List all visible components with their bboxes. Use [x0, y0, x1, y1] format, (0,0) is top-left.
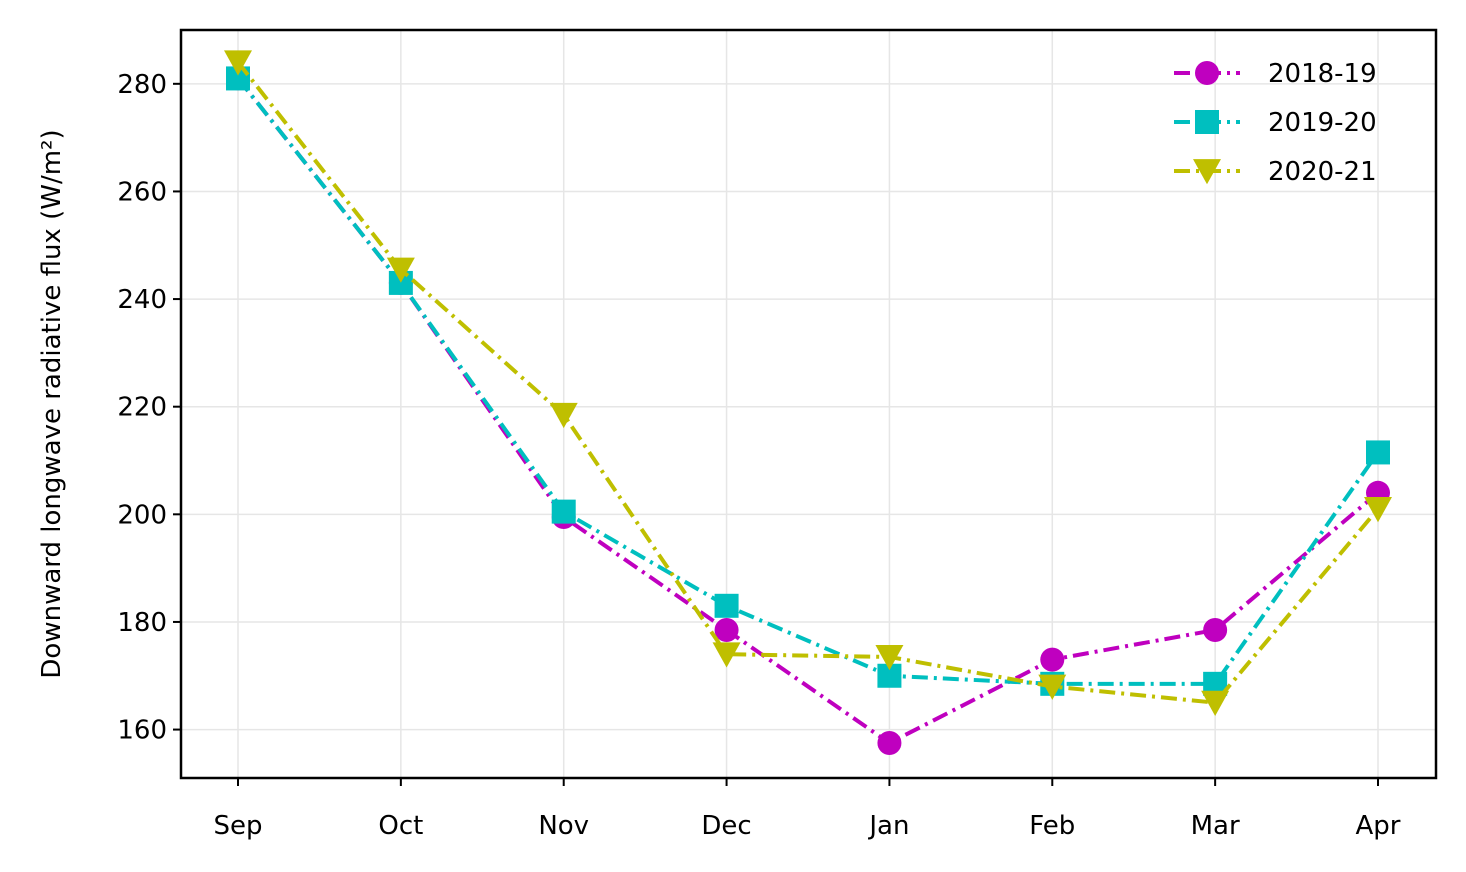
x-tick-label: Feb — [1029, 811, 1075, 841]
legend-marker — [1195, 61, 1219, 85]
series-2020-21 — [224, 50, 1392, 716]
data-point — [1203, 618, 1228, 643]
x-tick-label: Sep — [213, 811, 262, 841]
data-point — [1038, 674, 1067, 700]
legend-marker — [1193, 159, 1221, 185]
legend-label: 2020-21 — [1268, 157, 1377, 187]
x-tick-label: Nov — [538, 811, 589, 841]
legend-label: 2019-20 — [1268, 108, 1377, 138]
y-tick-label: 220 — [117, 393, 167, 423]
x-tick-label: Mar — [1191, 811, 1240, 841]
y-tick-label: 160 — [117, 716, 167, 746]
data-point — [1364, 497, 1392, 523]
data-point — [549, 402, 578, 429]
series-layer — [224, 50, 1392, 756]
data-point — [1040, 647, 1065, 672]
y-tick-label: 200 — [117, 500, 167, 530]
legend-item: 2018-19 — [1174, 59, 1377, 89]
data-point — [877, 731, 902, 756]
ticks-layer: Sep Oct Nov Dec Jan Feb Mar Apr 160 180 200 220 240 2… — [117, 70, 1400, 841]
data-point — [875, 645, 904, 671]
data-point — [714, 618, 739, 643]
data-point — [551, 499, 576, 524]
x-tick-label: Jan — [867, 811, 909, 841]
series-line — [236, 77, 1380, 686]
plot-frame — [179, 28, 1438, 780]
data-point — [714, 593, 739, 618]
data-point — [1366, 440, 1390, 465]
y-tick-label: 280 — [117, 70, 167, 100]
legend: 2018-19 2019-20 2020-21 — [1174, 59, 1377, 187]
series-line — [236, 61, 1380, 705]
legend-marker — [1195, 110, 1219, 134]
data-point — [1201, 690, 1230, 716]
y-tick-label: 240 — [117, 285, 167, 315]
data-point — [712, 642, 741, 668]
legend-item: 2019-20 — [1174, 108, 1377, 138]
y-tick-label: 260 — [117, 177, 167, 207]
y-tick-label: 180 — [117, 608, 167, 638]
data-point — [224, 50, 252, 76]
legend-label: 2018-19 — [1268, 59, 1377, 89]
series-line — [236, 77, 1380, 746]
x-tick-label: Dec — [701, 811, 751, 841]
x-tick-label: Apr — [1356, 811, 1401, 841]
data-point — [386, 257, 415, 283]
y-axis-label: Downward longwave radiative flux (W/m²) — [37, 129, 67, 678]
legend-item: 2020-21 — [1174, 157, 1377, 187]
x-tick-label: Oct — [378, 811, 423, 841]
